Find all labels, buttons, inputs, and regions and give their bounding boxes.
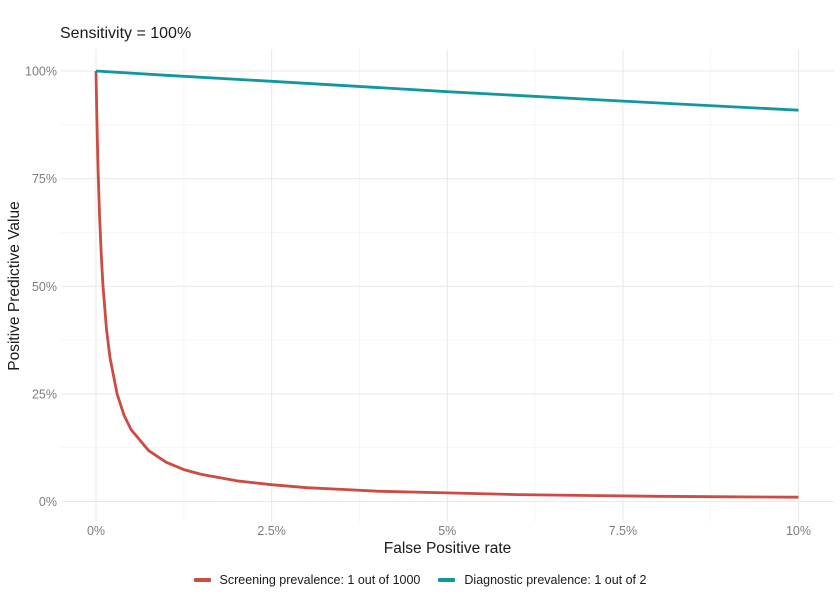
y-tick-label: 25% (32, 387, 57, 401)
line-screening-prevalence (94, 70, 799, 499)
x-tick-label: 0% (87, 524, 105, 538)
x-tick-label: 2.5% (257, 524, 286, 538)
legend-label-diagnostic: Diagnostic prevalence: 1 out of 2 (464, 573, 647, 587)
y-tick-label: 50% (32, 280, 57, 294)
legend-key-diagnostic-line-icon (438, 578, 456, 582)
legend-key-screening-line-icon (193, 578, 211, 582)
y-tick-label: 100% (25, 65, 57, 79)
legend-item-screening: Screening prevalence: 1 out of 1000 (193, 573, 421, 587)
legend-label-screening: Screening prevalence: 1 out of 1000 (219, 573, 421, 587)
chart-legend: Screening prevalence: 1 out of 1000 Diagn… (0, 573, 840, 587)
chart-title: Sensitivity = 100% (60, 25, 192, 42)
line-diagnostic-prevalence (95, 69, 799, 112)
x-tick-label: 10% (786, 524, 811, 538)
y-tick-label: 75% (32, 172, 57, 186)
legend-item-diagnostic: Diagnostic prevalence: 1 out of 2 (438, 573, 646, 587)
x-tick-label: 5% (438, 524, 456, 538)
x-axis-title: False Positive rate (383, 540, 512, 557)
chart-canvas: 0% 25% 50% 75% 100% 0% 2.5% 5% 7.5% 10% (25, 49, 834, 538)
x-tick-label: 7.5% (609, 524, 638, 538)
y-axis-title: Positive Predictive Value (6, 201, 23, 371)
y-tick-label: 0% (39, 495, 57, 509)
